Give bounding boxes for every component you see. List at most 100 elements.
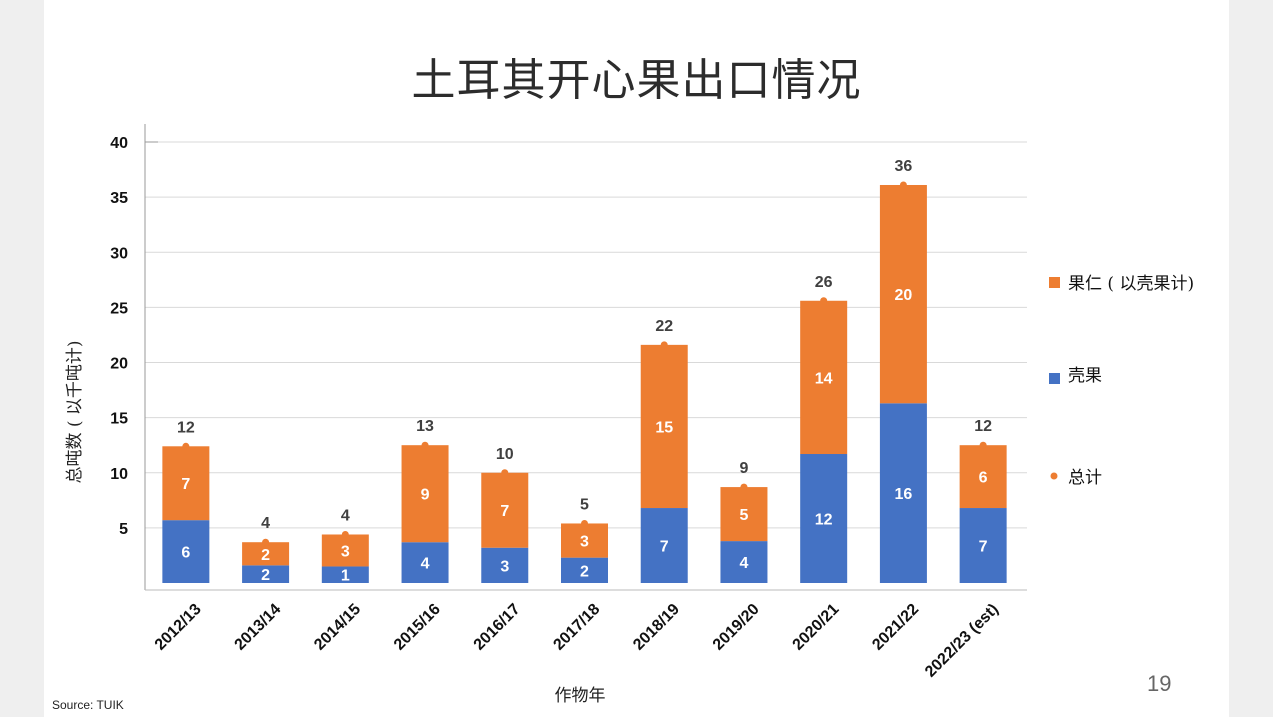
bar-kernel-2020-21 bbox=[800, 300, 848, 455]
total-marker-2014-15 bbox=[341, 530, 349, 538]
bar-inshell-2019-20 bbox=[720, 541, 768, 583]
total-marker-2015-16 bbox=[421, 441, 429, 449]
total-label-2020-21: 26 bbox=[815, 274, 833, 291]
label-inshell-2016-17: 3 bbox=[500, 558, 509, 575]
bar-kernel-2013-14 bbox=[242, 542, 290, 566]
bar-inshell-2012-13 bbox=[162, 520, 210, 583]
label-kernel-2012-13: 7 bbox=[181, 476, 190, 493]
total-label-2017-18: 5 bbox=[580, 496, 589, 513]
legend: 果仁 ( 以壳果计) 壳果 总计 bbox=[1049, 274, 1194, 488]
label-kernel-2022-23-est: 6 bbox=[979, 470, 988, 487]
total-marker-2022-23-est bbox=[979, 441, 987, 449]
x-category-2015-16: 2015/16 bbox=[391, 601, 444, 654]
bar-inshell-2014-15 bbox=[321, 566, 369, 583]
legend-label-inshell: 壳果 bbox=[1068, 366, 1102, 386]
legend-label-total: 总计 bbox=[1068, 468, 1102, 488]
bar-inshell-2017-18 bbox=[561, 557, 608, 583]
label-inshell-2020-21: 12 bbox=[815, 512, 833, 529]
legend-marker-total bbox=[1050, 472, 1058, 480]
slide-title: 土耳其开心果出口情况 bbox=[411, 55, 862, 106]
x-category-2019-20: 2019/20 bbox=[710, 601, 763, 654]
bars bbox=[162, 184, 1007, 583]
label-inshell-2017-18: 2 bbox=[580, 563, 589, 580]
bar-kernel-2018-19 bbox=[640, 344, 688, 509]
label-kernel-2021-22: 20 bbox=[895, 287, 913, 304]
total-label-2019-20: 9 bbox=[740, 460, 749, 477]
label-inshell-2022-23-est: 7 bbox=[979, 539, 988, 556]
label-inshell-2013-14: 2 bbox=[261, 567, 270, 584]
label-kernel-2018-19: 15 bbox=[655, 419, 673, 436]
total-label-2018-19: 22 bbox=[655, 318, 673, 335]
y-tick-15: 15 bbox=[110, 411, 128, 428]
bar-kernel-2012-13 bbox=[162, 446, 210, 521]
label-kernel-2017-18: 3 bbox=[580, 534, 589, 551]
bar-kernel-2017-18 bbox=[561, 523, 608, 558]
total-marker-2013-14 bbox=[262, 538, 270, 546]
total-marker-2018-19 bbox=[660, 341, 668, 349]
bar-inshell-2022-23-est bbox=[959, 508, 1007, 583]
legend-swatch-inshell bbox=[1049, 373, 1060, 384]
total-markers: 12 4 4 13 10 5 22 9 26 36 12 bbox=[177, 158, 992, 546]
y-axis-label: 总吨数 ( 以千吨计) bbox=[65, 340, 85, 483]
legend-swatch-kernel bbox=[1049, 277, 1060, 288]
y-tick-30: 30 bbox=[110, 245, 128, 262]
total-label-2016-17: 10 bbox=[496, 446, 514, 463]
x-axis-categories: 2012/13 2013/14 2014/15 2015/16 2016/17 2017/… bbox=[152, 601, 1002, 681]
x-category-2017-18: 2017/18 bbox=[550, 601, 603, 654]
total-label-2015-16: 13 bbox=[416, 418, 434, 435]
total-marker-2021-22 bbox=[899, 181, 907, 189]
label-kernel-2013-14: 2 bbox=[261, 547, 270, 564]
legend-label-kernel: 果仁 ( 以壳果计) bbox=[1068, 274, 1194, 294]
total-label-2014-15: 4 bbox=[341, 507, 350, 524]
x-category-2013-14: 2013/14 bbox=[231, 601, 284, 654]
label-inshell-2019-20: 4 bbox=[740, 555, 749, 572]
y-tick-35: 35 bbox=[110, 190, 128, 207]
bar-inshell-2021-22 bbox=[879, 403, 927, 583]
x-category-2021-22: 2021/22 bbox=[869, 601, 922, 654]
total-label-2012-13: 12 bbox=[177, 419, 195, 436]
x-category-2018-19: 2018/19 bbox=[630, 601, 683, 654]
bar-inshell-2020-21 bbox=[800, 454, 848, 583]
x-category-2022-23-est: 2022/23 (est) bbox=[922, 601, 1002, 681]
label-inshell-2014-15: 1 bbox=[341, 568, 350, 585]
label-kernel-2016-17: 7 bbox=[500, 503, 509, 520]
label-inshell-2015-16: 4 bbox=[421, 556, 430, 573]
y-axis-ticks: 5 10 15 20 25 30 35 40 bbox=[110, 135, 128, 538]
bar-kernel-2019-20 bbox=[720, 487, 768, 542]
label-kernel-2014-15: 3 bbox=[341, 543, 350, 560]
source-note: Source: TUIK bbox=[52, 698, 124, 712]
bar-kernel-2022-23-est bbox=[959, 445, 1007, 509]
label-kernel-2020-21: 14 bbox=[815, 370, 833, 387]
bar-kernel-2021-22 bbox=[879, 184, 927, 404]
bar-inshell-2018-19 bbox=[640, 508, 688, 583]
y-tick-40: 40 bbox=[110, 135, 128, 152]
label-kernel-2019-20: 5 bbox=[740, 507, 749, 524]
bar-inshell-2013-14 bbox=[242, 565, 290, 583]
slide bbox=[44, 0, 1229, 717]
total-label-2022-23-est: 12 bbox=[974, 418, 992, 435]
bar-inshell-2016-17 bbox=[481, 547, 529, 583]
y-tick-5: 5 bbox=[119, 521, 128, 538]
total-marker-2016-17 bbox=[501, 469, 509, 477]
bar-kernel-2015-16 bbox=[401, 445, 449, 543]
total-marker-2019-20 bbox=[740, 483, 748, 491]
total-marker-2012-13 bbox=[182, 442, 190, 450]
total-marker-2020-21 bbox=[820, 297, 828, 305]
label-inshell-2012-13: 6 bbox=[181, 545, 190, 562]
x-category-2020-21: 2020/21 bbox=[790, 601, 843, 654]
bar-kernel-2014-15 bbox=[321, 534, 369, 567]
y-tick-20: 20 bbox=[110, 356, 128, 373]
y-tick-25: 25 bbox=[110, 300, 128, 317]
bar-inshell-2015-16 bbox=[401, 542, 449, 583]
label-kernel-2015-16: 9 bbox=[421, 487, 430, 504]
x-category-2014-15: 2014/15 bbox=[311, 601, 364, 654]
x-category-2016-17: 2016/17 bbox=[471, 601, 524, 654]
label-inshell-2018-19: 7 bbox=[660, 539, 669, 556]
page-number: 19 bbox=[1147, 671, 1172, 696]
y-tick-10: 10 bbox=[110, 466, 128, 483]
x-axis-label: 作物年 bbox=[555, 686, 606, 706]
total-label-2021-22: 36 bbox=[895, 158, 913, 175]
total-marker-2017-18 bbox=[581, 519, 588, 527]
